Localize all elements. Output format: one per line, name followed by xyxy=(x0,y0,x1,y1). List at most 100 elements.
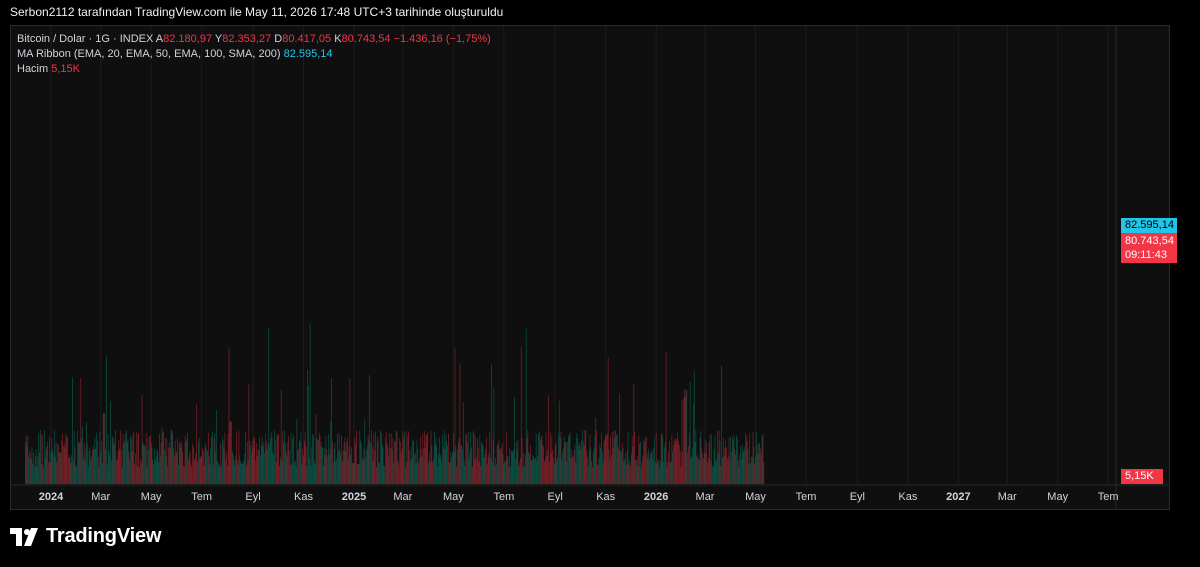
volume-bar xyxy=(755,431,757,484)
bar-countdown: 09:11:43 xyxy=(1125,249,1168,261)
volume-bar xyxy=(76,467,78,484)
volume-bar xyxy=(430,430,432,484)
ma-price-badge: 82.595,14 xyxy=(1121,218,1177,233)
volume-bar xyxy=(543,446,544,484)
volume-bar xyxy=(568,434,570,484)
volume-bar xyxy=(759,443,761,484)
volume-bar xyxy=(291,465,293,484)
volume-bar xyxy=(90,458,92,484)
legend-close: 80.743,54 xyxy=(341,33,391,45)
volume-bar xyxy=(538,433,539,484)
volume-bar xyxy=(750,463,751,484)
volume-bar xyxy=(111,460,112,484)
volume-bar xyxy=(438,437,440,484)
legend-ohlc-row[interactable]: Bitcoin / Dolar · 1G · INDEX A82.180,97 … xyxy=(17,33,491,45)
volume-bar xyxy=(217,463,219,484)
volume-bar xyxy=(664,441,666,484)
volume-bar xyxy=(48,436,50,484)
volume-bar xyxy=(138,433,140,484)
volume-bar xyxy=(472,466,473,484)
volume-bar xyxy=(694,441,696,484)
chart-panel[interactable] xyxy=(10,25,1170,510)
time-tick-label: Eyl xyxy=(548,491,563,503)
volume-bar xyxy=(123,443,125,484)
legend-symbol[interactable]: Bitcoin / Dolar · 1G · INDEX xyxy=(17,33,154,45)
volume-bar xyxy=(486,463,488,484)
volume-bar xyxy=(269,443,270,484)
volume-bar xyxy=(521,438,523,484)
volume-bar xyxy=(477,447,479,484)
volume-bar xyxy=(746,441,748,484)
volume-bar xyxy=(214,432,216,484)
volume-bar xyxy=(533,456,534,484)
last-price-badge: 80.743,54 09:11:43 xyxy=(1121,233,1177,263)
volume-bar xyxy=(563,436,565,484)
volume-bar xyxy=(95,449,97,484)
volume-bar xyxy=(755,456,756,484)
volume-bar xyxy=(265,441,267,484)
volume-bar xyxy=(262,446,264,484)
volume-bar xyxy=(379,462,381,484)
volume-bar xyxy=(366,449,367,484)
volume-bar xyxy=(603,441,605,484)
volume-bar xyxy=(293,434,294,484)
legend-volume-row[interactable]: Hacim 5,15K xyxy=(17,62,491,77)
volume-badge: 5,15K xyxy=(1121,469,1163,484)
volume-bar xyxy=(416,440,418,484)
volume-bar xyxy=(753,446,755,484)
volume-bar xyxy=(139,467,140,484)
volume-bar xyxy=(38,433,39,484)
volume-bar xyxy=(452,433,454,484)
time-tick-label: Kas xyxy=(596,491,615,503)
legend-ma-label[interactable]: MA Ribbon (EMA, 20, EMA, 50, EMA, 100, S… xyxy=(17,48,281,60)
volume-bar xyxy=(402,432,404,484)
volume-bar xyxy=(570,458,572,484)
volume-bar xyxy=(154,460,156,484)
volume-bar xyxy=(438,453,439,484)
volume-bar xyxy=(137,433,139,484)
volume-bar xyxy=(676,438,678,484)
volume-bar xyxy=(316,438,318,484)
volume-bar xyxy=(184,435,186,484)
volume-bar xyxy=(507,456,509,484)
volume-bar xyxy=(565,442,567,484)
volume-bar xyxy=(292,437,294,484)
volume-bar xyxy=(557,457,559,484)
volume-bar xyxy=(757,453,759,484)
volume-bar xyxy=(582,441,584,484)
volume-bar xyxy=(142,441,144,484)
volume-bar xyxy=(286,455,288,484)
volume-bar xyxy=(295,467,297,484)
volume-bar xyxy=(549,461,550,484)
volume-bar xyxy=(82,457,84,484)
volume-bar xyxy=(624,458,626,484)
volume-bar xyxy=(356,464,358,484)
volume-bar xyxy=(191,467,193,484)
volume-bar xyxy=(424,448,426,484)
volume-bar xyxy=(254,436,256,484)
volume-bar xyxy=(290,432,292,484)
volume-bar xyxy=(175,453,177,484)
volume-bar xyxy=(649,459,650,484)
time-tick-label: Tem xyxy=(796,491,817,503)
volume-bar xyxy=(235,456,236,484)
volume-bar xyxy=(418,462,419,484)
volume-bar xyxy=(545,432,547,484)
volume-bar xyxy=(256,456,258,484)
legend-ma-row[interactable]: MA Ribbon (EMA, 20, EMA, 50, EMA, 100, S… xyxy=(17,47,491,62)
volume-bar xyxy=(317,439,318,484)
volume-bar xyxy=(482,445,484,484)
legend-volume-label[interactable]: Hacim xyxy=(17,63,49,75)
volume-bar xyxy=(679,444,680,484)
volume-bar xyxy=(520,457,521,484)
volume-bar xyxy=(112,437,114,484)
volume-bar xyxy=(331,378,332,484)
volume-bar xyxy=(340,454,342,484)
volume-bar xyxy=(226,452,227,484)
volume-bar xyxy=(738,466,740,484)
volume-bar xyxy=(219,467,221,484)
volume-bar xyxy=(221,464,222,484)
volume-bar xyxy=(206,449,207,484)
volume-bar xyxy=(542,445,544,484)
